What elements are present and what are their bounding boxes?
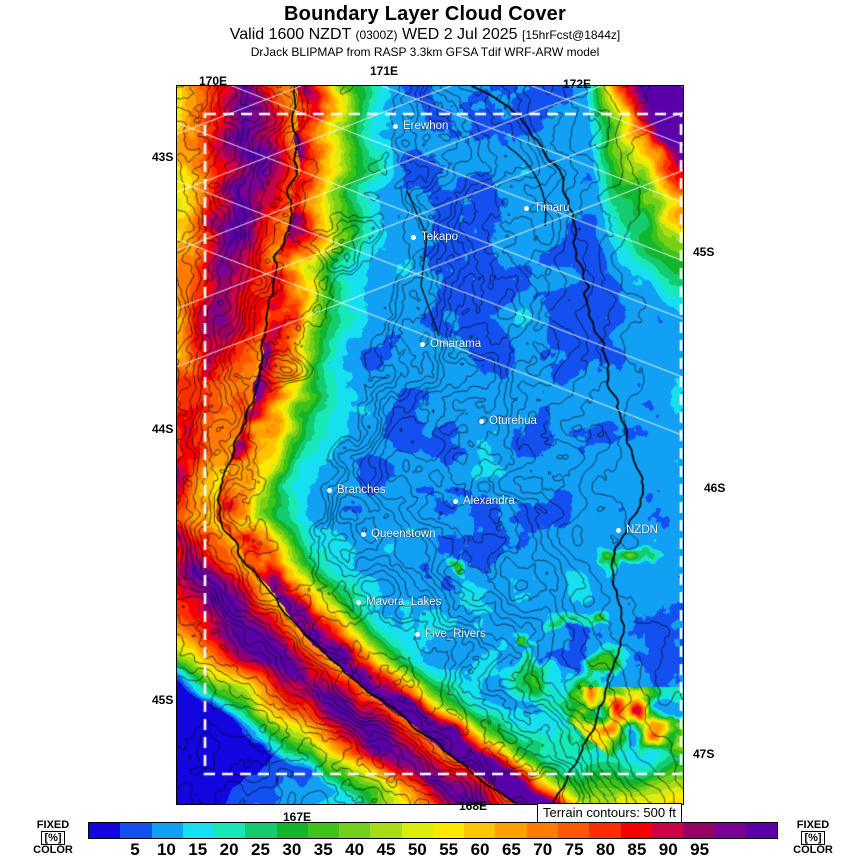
colorbar-tick: 30 bbox=[282, 840, 302, 859]
forecast-map[interactable]: Erewhon Timaru Tekapo Omarama Oturehua Branch… bbox=[176, 85, 684, 805]
colorbar-region: FIXED [%] COLOR 5 10 15 20 25 30 35 40 45 50 55 60 6… bbox=[0, 818, 850, 860]
colorbar-swatch bbox=[745, 823, 777, 838]
colorbar-tick: 85 bbox=[627, 840, 647, 859]
graticule-label: 172E bbox=[563, 77, 592, 91]
colorbar-tick: 65 bbox=[501, 840, 521, 859]
colorbar-tick: 35 bbox=[313, 840, 333, 859]
colorbar-tick: 45 bbox=[376, 840, 396, 859]
colorbar-tick: 80 bbox=[596, 840, 615, 859]
colorbar-swatch bbox=[89, 823, 121, 838]
graticule-label: 167E bbox=[283, 810, 312, 824]
colorbar-tick: 95 bbox=[690, 840, 710, 859]
percent-label-left: [%] bbox=[41, 831, 65, 845]
colorbar-tick: 5 bbox=[130, 840, 140, 859]
valid-time-local: Valid 1600 NZDT bbox=[229, 26, 351, 43]
graticule-label: 47S bbox=[693, 747, 715, 761]
colorbar-swatch bbox=[245, 823, 277, 838]
terrain-contour-legend: Terrain contours: 500 ft bbox=[537, 803, 682, 823]
color-label-left: COLOR bbox=[33, 844, 73, 856]
colorbar-swatch bbox=[120, 823, 152, 838]
colorbar-tick-labels: 5 10 15 20 25 30 35 40 45 50 55 60 65 70 75 80 85 90 95 bbox=[88, 840, 778, 860]
valid-time-utc: (0300Z) bbox=[355, 28, 398, 42]
cloud-cover-raster bbox=[177, 86, 683, 804]
colorbar-tick: 90 bbox=[658, 840, 678, 859]
page-title: Boundary Layer Cloud Cover bbox=[284, 3, 566, 25]
colorbar-tick: 50 bbox=[407, 840, 427, 859]
colorbar-swatch bbox=[495, 823, 527, 838]
colorbar-tick: 75 bbox=[564, 840, 584, 859]
percent-label-right: [%] bbox=[801, 831, 825, 845]
colorbar-swatch bbox=[214, 823, 246, 838]
colorbar-tick: 40 bbox=[345, 840, 365, 859]
graticule-label: 43S bbox=[152, 150, 174, 164]
model-source-line: DrJack BLIPMAP from RASP 3.3km GFSA Tdif… bbox=[250, 45, 600, 59]
colorbar-tick: 55 bbox=[439, 840, 459, 859]
colorbar-swatch bbox=[620, 823, 652, 838]
graticule-label: 44S bbox=[152, 422, 174, 436]
colorbar-swatch bbox=[182, 823, 215, 838]
colorbar-swatch bbox=[151, 823, 183, 838]
graticule-label: 46S bbox=[704, 481, 726, 495]
fixed-label-right: FIXED bbox=[796, 819, 830, 831]
title-block: Boundary Layer Cloud Cover Valid 1600 NZ… bbox=[0, 0, 850, 60]
colorbar-tick: 25 bbox=[251, 840, 270, 859]
graticule-label: 168E bbox=[459, 799, 488, 813]
colorbar-swatch bbox=[339, 823, 371, 838]
colorbar-swatch bbox=[526, 823, 558, 838]
colorbar-gradient[interactable] bbox=[88, 822, 778, 839]
forecast-hour-tag: [15hrFcst@1844z] bbox=[522, 28, 621, 42]
graticule-label: 45S bbox=[693, 245, 715, 259]
graticule-label: 171E bbox=[370, 64, 399, 78]
colorbar-tick: 10 bbox=[156, 840, 176, 859]
colorbar-swatch bbox=[683, 823, 715, 838]
colorbar-units-left: FIXED [%] COLOR bbox=[22, 820, 84, 856]
valid-date: WED 2 Jul 2025 bbox=[401, 26, 518, 43]
colorbar-tick: 20 bbox=[219, 840, 239, 859]
colorbar-tick: 15 bbox=[188, 840, 208, 859]
colorbar-swatch bbox=[714, 823, 746, 838]
colorbar-swatch bbox=[307, 823, 340, 838]
valid-time-line: Valid 1600 NZDT (0300Z) WED 2 Jul 2025 [… bbox=[0, 25, 850, 45]
colorbar-tick: 60 bbox=[470, 840, 490, 859]
colorbar-swatch bbox=[557, 823, 590, 838]
colorbar-swatch bbox=[370, 823, 402, 838]
colorbar-units-right: FIXED [%] COLOR bbox=[782, 820, 844, 856]
graticule-label: 170E bbox=[199, 74, 228, 88]
colorbar-swatch bbox=[432, 823, 465, 838]
colorbar-swatch bbox=[589, 823, 621, 838]
color-label-right: COLOR bbox=[793, 844, 833, 856]
graticule-label: 45S bbox=[152, 693, 174, 707]
colorbar-swatch bbox=[276, 823, 308, 838]
colorbar-swatch bbox=[651, 823, 684, 838]
fixed-label-left: FIXED bbox=[36, 819, 70, 831]
colorbar-swatch bbox=[401, 823, 433, 838]
colorbar-swatch bbox=[464, 823, 496, 838]
colorbar-tick: 70 bbox=[533, 840, 553, 859]
